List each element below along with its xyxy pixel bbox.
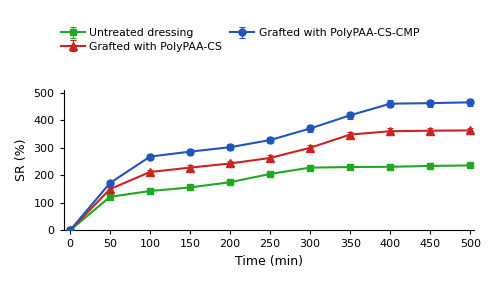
Y-axis label: SR (%): SR (%) — [15, 139, 28, 182]
X-axis label: Time (min): Time (min) — [234, 255, 303, 268]
Legend: Untreated dressing, Grafted with PolyPAA-CS, Grafted with PolyPAA-CS-CMP: Untreated dressing, Grafted with PolyPAA… — [61, 28, 418, 52]
